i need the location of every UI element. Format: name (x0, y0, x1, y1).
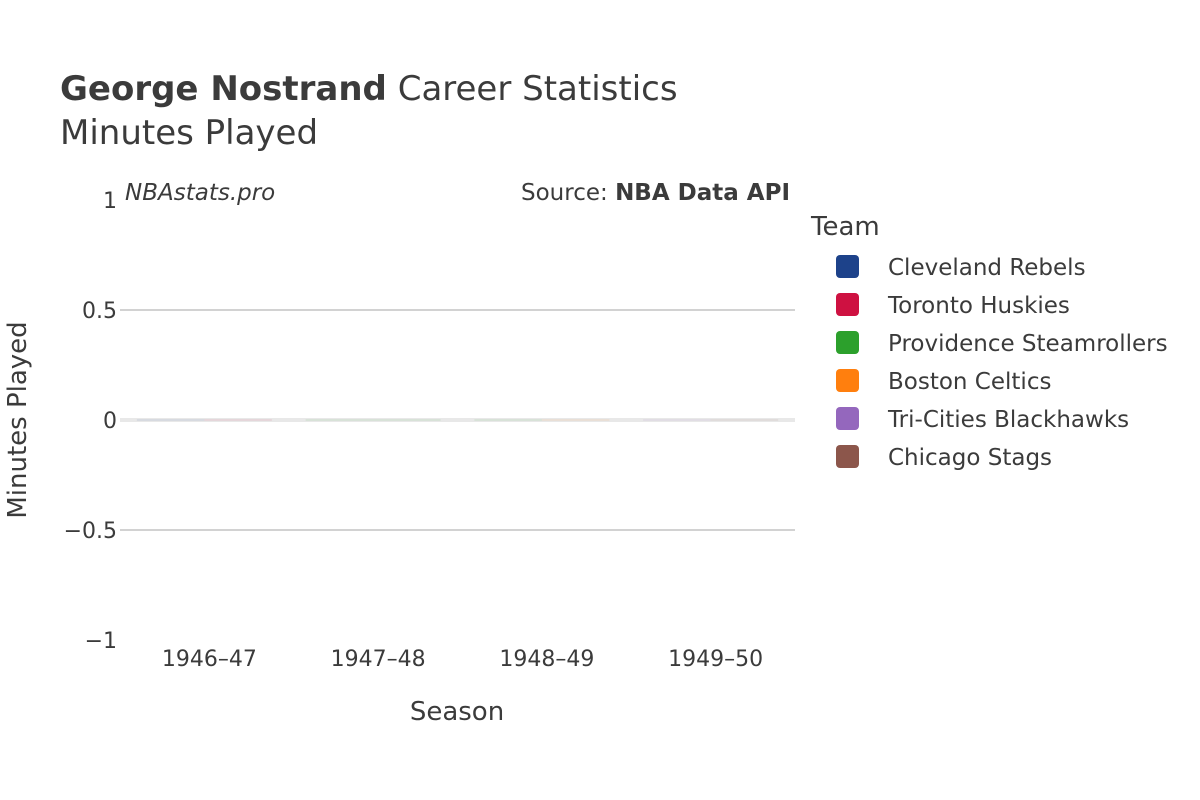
x-tick-label: 1946–47 (162, 647, 257, 672)
bar[interactable] (474, 419, 542, 421)
bars-layer (136, 419, 779, 421)
chart-title-rest: Career Statistics (387, 69, 678, 109)
legend: Cleveland Rebels Toronto Huskies Providenc… (836, 255, 1168, 471)
bar[interactable] (643, 419, 711, 421)
legend-label: Toronto Huskies (887, 293, 1070, 319)
legend-swatch (836, 293, 859, 316)
legend-label: Cleveland Rebels (888, 255, 1086, 281)
source-annotation: Source: NBA Data API (521, 180, 790, 206)
x-axis-title: Season (410, 697, 504, 727)
legend-item[interactable]: Boston Celtics (836, 369, 1051, 395)
legend-label: Tri-Cities Blackhawks (887, 407, 1129, 433)
legend-item[interactable]: Tri-Cities Blackhawks (836, 407, 1129, 433)
legend-item[interactable]: Providence Steamrollers (836, 331, 1168, 357)
grid-lines (120, 309, 795, 531)
x-ticks: 1946–47 1947–48 1948–49 1949–50 (162, 647, 763, 672)
y-ticks: 1 0.5 0 −0.5 −1 (64, 189, 117, 654)
bar[interactable] (710, 419, 779, 421)
legend-swatch (836, 407, 859, 430)
y-tick-label: 1 (103, 189, 117, 214)
legend-label: Boston Celtics (888, 369, 1051, 395)
chart-title-bold: George Nostrand (60, 69, 387, 109)
legend-swatch (836, 445, 859, 468)
x-tick-label: 1949–50 (668, 647, 763, 672)
bar[interactable] (136, 419, 205, 421)
x-tick-label: 1947–48 (331, 647, 426, 672)
x-tick-label: 1948–49 (499, 647, 594, 672)
legend-title: Team (810, 212, 880, 242)
legend-item[interactable]: Toronto Huskies (836, 293, 1070, 319)
legend-swatch (836, 369, 859, 392)
bar[interactable] (204, 419, 272, 421)
y-tick-label: 0 (103, 409, 117, 434)
legend-item[interactable]: Cleveland Rebels (836, 255, 1086, 281)
legend-label: Providence Steamrollers (888, 331, 1168, 357)
bar[interactable] (305, 419, 441, 421)
chart-subtitle: Minutes Played (60, 113, 318, 153)
bar[interactable] (541, 419, 610, 421)
source-name: NBA Data API (615, 180, 790, 206)
chart-title: George Nostrand Career Statistics (60, 69, 678, 109)
source-prefix: Source: (521, 180, 615, 206)
legend-swatch (836, 255, 859, 278)
legend-swatch (836, 331, 859, 354)
site-annotation: NBAstats.pro (125, 180, 275, 206)
y-tick-label: 0.5 (82, 299, 117, 324)
y-axis-title: Minutes Played (3, 321, 33, 518)
legend-label: Chicago Stags (888, 445, 1052, 471)
y-tick-label: −0.5 (64, 519, 117, 544)
y-tick-label: −1 (85, 629, 117, 654)
legend-item[interactable]: Chicago Stags (836, 445, 1052, 471)
